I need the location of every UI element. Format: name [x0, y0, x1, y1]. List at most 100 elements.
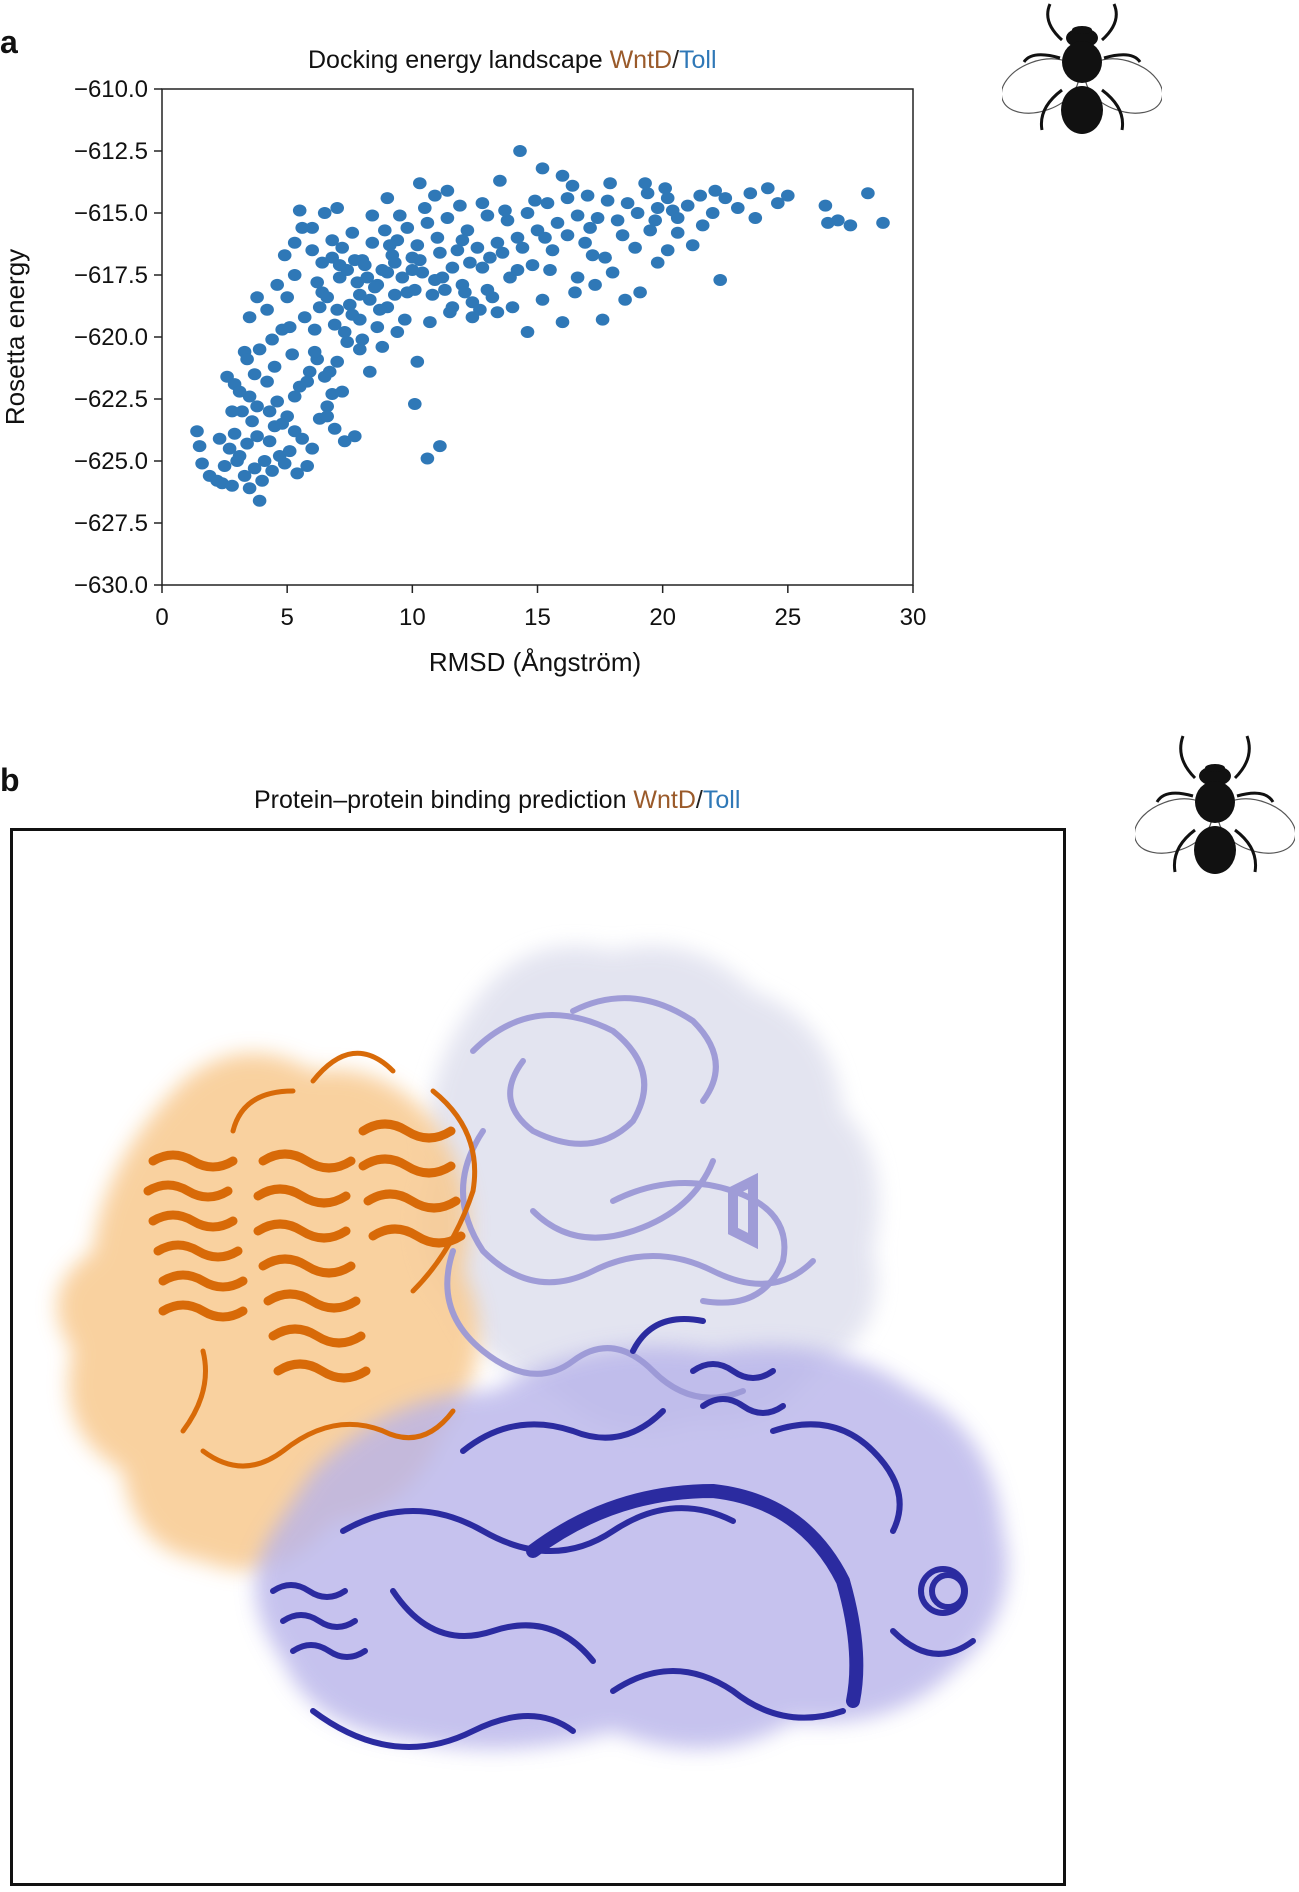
points-layer [190, 145, 890, 507]
y-tick-label: −622.5 [74, 386, 148, 413]
data-point [388, 288, 402, 301]
data-point [190, 425, 204, 438]
data-point [505, 301, 520, 314]
data-point [555, 316, 570, 329]
data-point [353, 288, 367, 301]
data-point [660, 192, 675, 205]
data-point [322, 365, 337, 378]
data-point [520, 326, 535, 338]
data-point [227, 427, 242, 440]
data-point [413, 254, 427, 267]
data-point [315, 256, 330, 269]
data-point [242, 311, 257, 324]
data-point [555, 169, 570, 182]
data-point [648, 214, 662, 227]
data-point [743, 187, 758, 200]
toll-ribbon-dark [270, 1316, 976, 1750]
data-point [450, 244, 465, 257]
data-point [330, 303, 345, 316]
data-point [615, 229, 630, 242]
data-point [265, 464, 279, 477]
data-point [498, 204, 512, 217]
structure-title: Protein–protein binding prediction WntD/… [254, 786, 740, 815]
data-point [335, 385, 350, 398]
data-point [292, 204, 307, 217]
data-point [445, 261, 460, 274]
data-point [370, 321, 385, 334]
x-tick-label: 10 [399, 604, 426, 631]
data-point [380, 192, 395, 205]
y-tick-label: −615.0 [74, 200, 148, 227]
data-point [500, 214, 515, 227]
fly-icon [1135, 735, 1295, 874]
data-point [363, 293, 377, 306]
data-point [580, 189, 595, 202]
data-point [237, 469, 252, 482]
data-point [408, 398, 422, 410]
data-point [463, 256, 477, 269]
data-point [262, 435, 277, 448]
data-point [250, 430, 264, 443]
data-point [543, 264, 557, 276]
data-point [665, 204, 680, 217]
data-point [876, 216, 890, 229]
data-point [380, 266, 395, 279]
data-point [430, 231, 445, 244]
data-point [713, 274, 727, 286]
y-axis-label: Rosetta energy [0, 249, 30, 425]
data-point [390, 326, 405, 338]
data-point [408, 283, 422, 296]
data-point [282, 321, 297, 334]
data-point [358, 259, 372, 272]
data-point [590, 212, 605, 224]
data-point [538, 231, 552, 244]
data-point [393, 209, 407, 222]
data-point [475, 197, 490, 210]
data-point [290, 467, 305, 480]
structure-title-separator: / [695, 786, 703, 814]
data-point [265, 333, 279, 346]
y-tick-label: −630.0 [74, 572, 148, 599]
chart-title-main: Docking energy landscape [308, 46, 610, 74]
data-point [428, 189, 442, 202]
data-point [585, 249, 600, 262]
data-point [761, 182, 775, 195]
data-point [520, 207, 535, 219]
data-point [337, 435, 352, 448]
chart-title: Docking energy landscape WntD/Toll [308, 46, 717, 75]
data-point [660, 244, 675, 257]
data-point [433, 246, 447, 259]
x-tick-label: 30 [900, 604, 927, 631]
wntd-ribbon [143, 1050, 478, 1469]
toll-surface-dark [255, 1346, 1008, 1749]
data-point [317, 207, 332, 219]
data-point [320, 410, 335, 423]
data-point [630, 207, 645, 219]
data-point [277, 249, 292, 262]
data-point [513, 145, 527, 157]
data-point [348, 254, 362, 267]
data-point [300, 375, 315, 388]
data-point [453, 199, 467, 212]
data-point [540, 197, 555, 210]
data-point [480, 283, 495, 296]
data-point [510, 231, 525, 244]
data-point [327, 318, 342, 331]
data-point [398, 313, 412, 326]
data-point [330, 202, 345, 214]
data-point [643, 224, 657, 237]
y-tick-label: −617.5 [74, 262, 148, 289]
data-point [528, 194, 542, 207]
data-point [410, 239, 425, 252]
data-point [718, 192, 733, 205]
scatter-plot: 0 5 10 15 20 25 30 −630.0 −627.5 −625.0 −622.5 −62… [0, 76, 926, 677]
data-point [260, 303, 274, 316]
x-tick-label: 0 [155, 604, 168, 631]
data-point [192, 440, 207, 453]
data-point [535, 162, 550, 175]
data-point [325, 251, 340, 264]
data-point [843, 219, 858, 232]
data-point [495, 246, 510, 259]
x-ticks: 0 5 10 15 20 25 30 [155, 585, 926, 631]
data-point [493, 174, 507, 187]
